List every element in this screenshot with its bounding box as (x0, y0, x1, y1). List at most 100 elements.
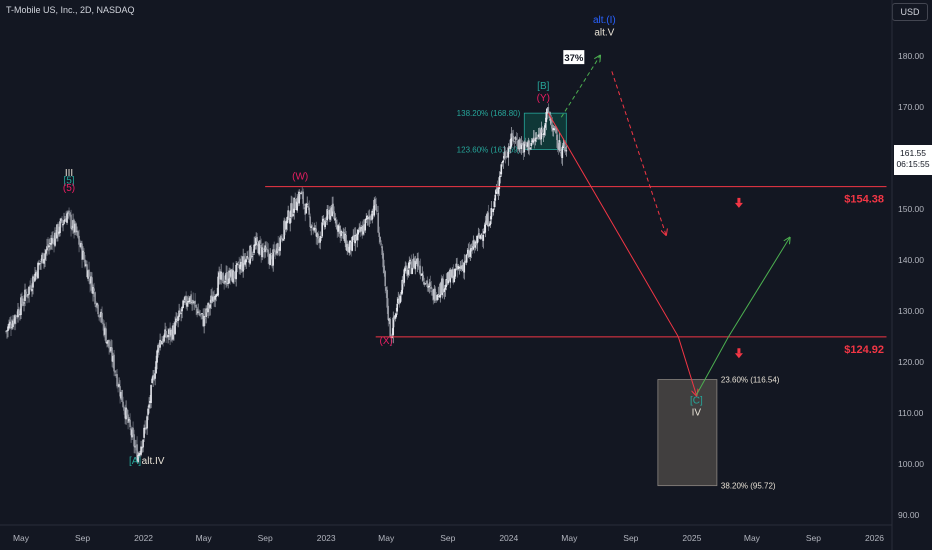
candle-body (197, 311, 199, 313)
candle-body (447, 272, 450, 284)
candle-body (461, 265, 464, 270)
candle-body (394, 315, 397, 319)
candle-body (166, 336, 168, 337)
candle-body (332, 203, 334, 212)
candle-body (385, 287, 388, 291)
candle-body (237, 262, 239, 264)
candle-body (190, 294, 192, 304)
candle-body (515, 137, 518, 141)
candle-body (537, 134, 540, 137)
candle-body (346, 244, 348, 251)
candle-body (417, 258, 420, 267)
candle-body (82, 250, 84, 260)
candle-body (133, 434, 135, 447)
candle-body (476, 235, 479, 244)
candle-body (295, 209, 297, 210)
candle-body (415, 261, 418, 263)
candle-body (85, 264, 87, 266)
candle-body (178, 310, 180, 317)
candle-body (67, 212, 69, 214)
candle-body (389, 318, 392, 338)
candle-body (294, 199, 296, 209)
wave-label: (W) (292, 171, 308, 182)
candle-body (478, 233, 481, 238)
candle-body (483, 231, 486, 234)
y-tick-label: 100.00 (898, 459, 924, 469)
candle-body (361, 228, 364, 236)
candle-body (325, 221, 327, 223)
wave-label: (5) (63, 183, 75, 194)
candle-body (474, 241, 477, 248)
candle-body (54, 232, 56, 246)
candle-body (267, 249, 269, 257)
candle-body (94, 292, 96, 305)
candle-body (277, 243, 279, 252)
last-price-tag: 161.55 06:15:55 (894, 145, 932, 175)
candle-body (117, 384, 119, 387)
x-tick-label: 2025 (682, 533, 701, 543)
down-arrow-head (734, 202, 743, 208)
candle-body (357, 229, 360, 235)
candle-body (222, 272, 224, 284)
candle-body (309, 216, 311, 227)
candle-body (22, 304, 24, 306)
candle-body (141, 447, 143, 449)
candle-body (552, 128, 555, 131)
candle-body (297, 196, 299, 203)
candle-body (533, 137, 536, 141)
candle-body (160, 341, 162, 344)
candle-body (536, 137, 539, 139)
candle-body (187, 301, 189, 303)
candle-body (411, 268, 414, 275)
candle-body (181, 306, 183, 312)
candle-body (207, 303, 209, 313)
candle-body (123, 407, 125, 411)
candle-body (47, 244, 49, 248)
candle-body (51, 237, 53, 244)
candle-body (31, 289, 33, 292)
candle-body (73, 219, 75, 233)
candle-body (285, 221, 287, 230)
candle-body (493, 201, 496, 208)
candle-body (39, 263, 41, 265)
candle-body (276, 243, 278, 254)
candle-body (122, 401, 124, 408)
candle-body (495, 189, 498, 194)
candle-body (469, 250, 472, 257)
candle-body (382, 253, 385, 268)
candle-body (337, 225, 339, 232)
candle-body (154, 373, 156, 379)
candle-body (444, 285, 447, 290)
candle-body (323, 220, 325, 226)
candle-body (496, 188, 499, 192)
candle-body (318, 239, 320, 243)
candle-body (76, 230, 78, 232)
candle-body (221, 273, 223, 275)
candle-body (226, 271, 228, 285)
candle-body (335, 219, 337, 227)
candle-body (113, 354, 115, 372)
candle-body (147, 408, 149, 415)
candle-body (153, 376, 155, 381)
candle-body (281, 237, 283, 240)
candle-body (150, 385, 152, 403)
candle-body (479, 235, 482, 239)
candle-body (24, 289, 26, 301)
level-label-1: $124.92 (844, 344, 884, 356)
candle-body (259, 240, 261, 244)
candle-body (291, 203, 293, 217)
candle-body (272, 249, 274, 266)
candle-body (435, 299, 438, 301)
candle-body (396, 303, 399, 312)
wave-label: IV (692, 407, 702, 418)
candle-body (151, 378, 153, 384)
candle-body (383, 265, 386, 273)
candle-body (258, 240, 260, 255)
candle-body (10, 323, 12, 329)
candle-body (329, 209, 331, 220)
candle-body (421, 273, 424, 276)
candle-body (453, 275, 456, 283)
candle-body (98, 314, 100, 318)
candle-body (518, 139, 521, 150)
